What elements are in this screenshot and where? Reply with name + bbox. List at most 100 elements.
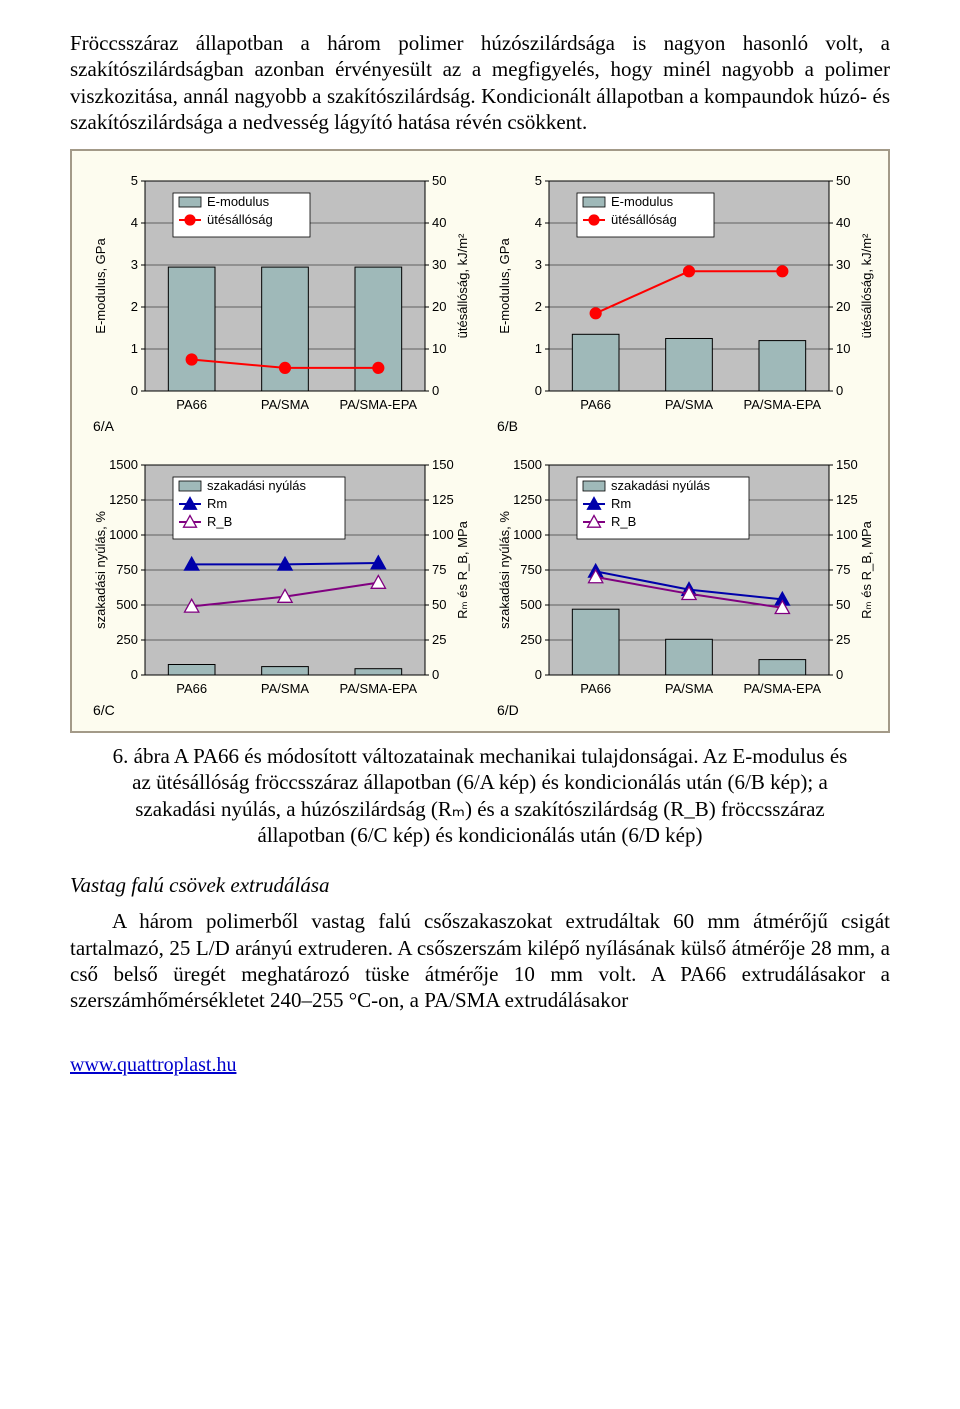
- svg-text:szakadási nyúlás, %: szakadási nyúlás, %: [497, 511, 512, 629]
- svg-text:25: 25: [836, 632, 850, 647]
- svg-text:szakadási nyúlás, %: szakadási nyúlás, %: [93, 511, 108, 629]
- svg-text:75: 75: [836, 562, 850, 577]
- svg-text:100: 100: [432, 527, 454, 542]
- svg-text:150: 150: [836, 457, 858, 472]
- chart-6a-wrap: 0 0 1 10 2 20 3 30 4 40 5 50 E-modulus, GPa ütésállós…: [83, 167, 473, 437]
- svg-text:PA/SMA: PA/SMA: [261, 681, 309, 696]
- svg-text:150: 150: [432, 457, 454, 472]
- svg-text:1000: 1000: [513, 527, 542, 542]
- svg-text:3: 3: [131, 257, 138, 272]
- chart-6d-label: 6/D: [497, 702, 519, 720]
- svg-text:0: 0: [836, 383, 843, 398]
- chart-6d: 0 0 250 25 500 50 750 75 1000 100 1250 125 1500 150 sz…: [487, 451, 877, 721]
- svg-text:ütésállóság, kJ/m²: ütésállóság, kJ/m²: [455, 233, 470, 338]
- svg-text:1500: 1500: [109, 457, 138, 472]
- svg-text:250: 250: [520, 632, 542, 647]
- svg-text:5: 5: [535, 173, 542, 188]
- svg-text:PA/SMA: PA/SMA: [261, 397, 309, 412]
- chart-6b: 0 0 1 10 2 20 3 30 4 40 5 50 E-modulus, GPa ütésállós…: [487, 167, 877, 437]
- svg-text:20: 20: [836, 299, 850, 314]
- svg-text:PA66: PA66: [580, 397, 611, 412]
- svg-text:40: 40: [432, 215, 446, 230]
- svg-text:0: 0: [535, 667, 542, 682]
- svg-text:0: 0: [131, 383, 138, 398]
- svg-text:1250: 1250: [109, 492, 138, 507]
- svg-text:PA66: PA66: [176, 681, 207, 696]
- svg-text:PA/SMA-EPA: PA/SMA-EPA: [340, 681, 418, 696]
- svg-text:E-modulus: E-modulus: [207, 194, 270, 209]
- svg-text:4: 4: [535, 215, 542, 230]
- svg-text:R_B: R_B: [611, 514, 636, 529]
- svg-text:0: 0: [131, 667, 138, 682]
- svg-text:250: 250: [116, 632, 138, 647]
- figure-6-panel: 00110220330440550E-modulus, GPaütésállós…: [70, 149, 890, 733]
- svg-text:4: 4: [131, 215, 138, 230]
- svg-text:PA/SMA-EPA: PA/SMA-EPA: [744, 397, 822, 412]
- svg-text:2: 2: [131, 299, 138, 314]
- svg-text:100: 100: [836, 527, 858, 542]
- section-heading: Vastag falú csövek extrudálása: [70, 872, 890, 898]
- svg-text:1: 1: [131, 341, 138, 356]
- svg-text:40: 40: [836, 215, 850, 230]
- footer-link[interactable]: www.quattroplast.hu: [70, 1053, 890, 1078]
- body-paragraph-2: A három polimerből vastag falú csőszakas…: [70, 908, 890, 1013]
- svg-text:0: 0: [432, 667, 439, 682]
- svg-text:ütésállóság, kJ/m²: ütésállóság, kJ/m²: [859, 233, 874, 338]
- svg-text:PA/SMA-EPA: PA/SMA-EPA: [340, 397, 418, 412]
- svg-text:50: 50: [836, 597, 850, 612]
- svg-text:5: 5: [131, 173, 138, 188]
- svg-text:500: 500: [520, 597, 542, 612]
- figure-6-caption: 6. ábra A PA66 és módosított változatain…: [110, 743, 850, 848]
- svg-text:1000: 1000: [109, 527, 138, 542]
- svg-text:30: 30: [432, 257, 446, 272]
- svg-text:PA66: PA66: [580, 681, 611, 696]
- svg-text:1500: 1500: [513, 457, 542, 472]
- svg-text:PA/SMA-EPA: PA/SMA-EPA: [744, 681, 822, 696]
- svg-text:Rₘ és R_B, MPa: Rₘ és R_B, MPa: [455, 520, 470, 618]
- svg-text:125: 125: [432, 492, 454, 507]
- svg-text:1250: 1250: [513, 492, 542, 507]
- body-paragraph-1: Fröccsszáraz állapotban a három polimer …: [70, 30, 890, 135]
- svg-text:0: 0: [432, 383, 439, 398]
- chart-6c-label: 6/C: [93, 702, 115, 720]
- svg-text:3: 3: [535, 257, 542, 272]
- svg-text:szakadási nyúlás: szakadási nyúlás: [611, 478, 710, 493]
- svg-text:E-modulus: E-modulus: [611, 194, 674, 209]
- svg-text:ütésállóság: ütésállóság: [207, 212, 273, 227]
- svg-text:750: 750: [520, 562, 542, 577]
- chart-6a: 0 0 1 10 2 20 3 30 4 40 5 50 E-modulus, GPa ütésállós…: [83, 167, 473, 437]
- svg-text:30: 30: [836, 257, 850, 272]
- svg-text:Rm: Rm: [207, 496, 227, 511]
- svg-text:szakadási nyúlás: szakadási nyúlás: [207, 478, 306, 493]
- svg-text:PA/SMA: PA/SMA: [665, 397, 713, 412]
- svg-text:0: 0: [836, 667, 843, 682]
- svg-text:125: 125: [836, 492, 858, 507]
- svg-text:1: 1: [535, 341, 542, 356]
- chart-6c: 0 0 250 25 500 50 750 75 1000 100 1250 125 1500 150 sz…: [83, 451, 473, 721]
- svg-text:Rm: Rm: [611, 496, 631, 511]
- svg-text:50: 50: [432, 173, 446, 188]
- svg-text:2: 2: [535, 299, 542, 314]
- svg-text:ütésállóság: ütésállóság: [611, 212, 677, 227]
- chart-6d-wrap: 0 0 250 25 500 50 750 75 1000 100 1250 125 1500 150 sz…: [487, 451, 877, 721]
- svg-text:PA/SMA: PA/SMA: [665, 681, 713, 696]
- svg-text:PA66: PA66: [176, 397, 207, 412]
- svg-text:50: 50: [432, 597, 446, 612]
- svg-text:R_B: R_B: [207, 514, 232, 529]
- chart-6b-wrap: 0 0 1 10 2 20 3 30 4 40 5 50 E-modulus, GPa ütésállós…: [487, 167, 877, 437]
- svg-text:10: 10: [432, 341, 446, 356]
- svg-text:25: 25: [432, 632, 446, 647]
- svg-text:Rₘ és R_B, MPa: Rₘ és R_B, MPa: [859, 520, 874, 618]
- svg-text:50: 50: [836, 173, 850, 188]
- chart-6a-label: 6/A: [93, 418, 114, 436]
- svg-text:500: 500: [116, 597, 138, 612]
- svg-text:75: 75: [432, 562, 446, 577]
- svg-text:E-modulus, GPa: E-modulus, GPa: [93, 238, 108, 334]
- svg-text:750: 750: [116, 562, 138, 577]
- svg-text:20: 20: [432, 299, 446, 314]
- svg-text:0: 0: [535, 383, 542, 398]
- chart-6b-label: 6/B: [497, 418, 518, 436]
- svg-text:E-modulus, GPa: E-modulus, GPa: [497, 238, 512, 334]
- chart-6c-wrap: 0 0 250 25 500 50 750 75 1000 100 1250 125 1500 150 sz…: [83, 451, 473, 721]
- svg-text:10: 10: [836, 341, 850, 356]
